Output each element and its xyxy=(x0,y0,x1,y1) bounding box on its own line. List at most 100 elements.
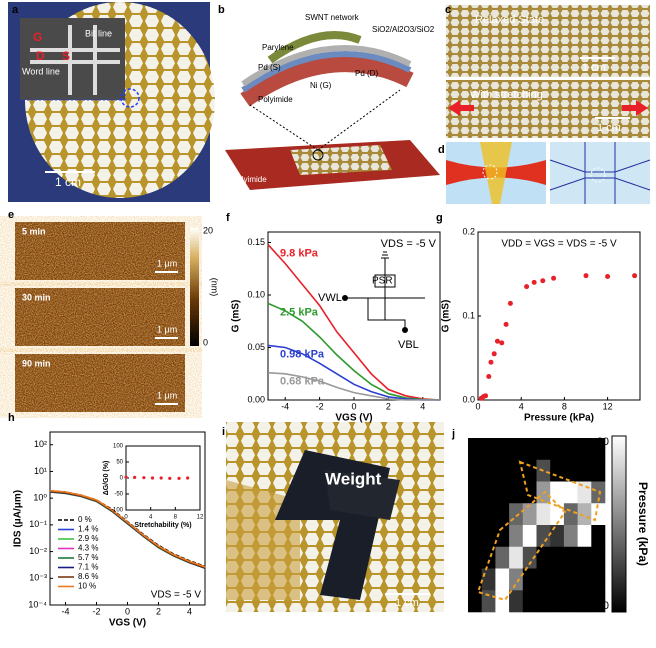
heatmap-cell xyxy=(591,438,606,461)
colorbar-label: Pressure (kPa) xyxy=(636,482,650,566)
heatmap-cell xyxy=(468,459,482,482)
x-tick-label: 0 xyxy=(124,515,128,521)
circuit-label: VWL xyxy=(318,292,342,304)
scale-label: 1 μm xyxy=(157,258,177,268)
heatmap-cell xyxy=(563,481,578,504)
heatmap-cell xyxy=(509,459,524,482)
label: D xyxy=(36,49,45,63)
label: Pd (S) xyxy=(258,63,281,72)
highlight xyxy=(590,167,606,183)
heatmap-cell xyxy=(495,481,510,504)
series-label: 9.8 kPa xyxy=(280,248,319,260)
heatmap-cell xyxy=(536,459,551,482)
y-axis-label: G (mS) xyxy=(441,300,452,333)
heatmap-cell xyxy=(509,590,524,613)
colorbar xyxy=(611,435,627,613)
label: Polyimide xyxy=(232,175,267,184)
panel-e: e 5 min 1 μm 30 min 1 μm 90 min 1 μm 20 … xyxy=(8,209,220,412)
zoom-line xyxy=(20,90,126,101)
circuit-label: PSR xyxy=(372,276,393,287)
legend-label: 10 % xyxy=(78,582,96,591)
x-tick-label: 12 xyxy=(197,515,204,521)
point xyxy=(491,351,497,357)
scale-label: 1 cm xyxy=(597,122,621,134)
x-tick-label: 0 xyxy=(125,606,130,616)
panel-label: f xyxy=(226,212,230,224)
y-tick-label: 0.2 xyxy=(462,226,475,236)
heatmap-cell xyxy=(481,546,496,569)
series-line xyxy=(267,371,440,401)
heatmap-cell xyxy=(536,546,551,569)
heatmap-cell xyxy=(536,568,551,591)
point xyxy=(186,476,190,480)
heatmap-cell xyxy=(550,590,565,613)
heatmap-cell xyxy=(495,568,510,591)
series-line xyxy=(267,244,441,401)
heatmap-cell xyxy=(591,590,606,613)
panel-label: i xyxy=(222,426,225,438)
heatmap-cell xyxy=(563,438,578,461)
x-tick-label: -2 xyxy=(92,606,100,616)
label: Weight xyxy=(325,469,382,488)
heatmap-cell xyxy=(577,459,592,482)
array xyxy=(290,145,392,175)
heatmap-cell xyxy=(522,546,537,569)
photo xyxy=(446,80,650,138)
legend-label: 7.1 % xyxy=(78,563,98,572)
heatmap-cell xyxy=(468,568,482,591)
circuit-label: VBL xyxy=(398,339,419,351)
label: SWNT network xyxy=(305,13,360,22)
heatmap-cell xyxy=(577,525,592,548)
heatmap-cell xyxy=(563,590,578,613)
x-tick-label: 2 xyxy=(156,606,161,616)
afm-texture xyxy=(15,354,185,412)
x-tick-label: -4 xyxy=(281,401,289,411)
x-axis-label: VGS (V) xyxy=(109,618,146,629)
label: Bit line xyxy=(85,28,112,38)
point xyxy=(540,278,546,284)
heatmap-cell xyxy=(495,525,510,548)
heatmap-cell xyxy=(495,590,510,613)
circuit-element xyxy=(374,274,396,288)
heatmap-cell xyxy=(522,525,537,548)
panel-label: j xyxy=(451,428,455,440)
point xyxy=(507,300,513,306)
heatmap-cell xyxy=(550,525,565,548)
heatmap-cell xyxy=(522,438,537,461)
label: Parylene xyxy=(262,43,294,52)
x-tick-label: 8 xyxy=(562,401,567,411)
y-tick-label: 0.10 xyxy=(247,289,265,299)
point xyxy=(142,476,146,480)
heatmap-cell xyxy=(522,503,537,526)
inset-photo xyxy=(20,18,125,100)
panel-label: a xyxy=(12,4,19,16)
y-axis-label: IDS (μA/μm) xyxy=(13,490,24,547)
heatmap-cell xyxy=(509,438,524,461)
outline xyxy=(476,460,602,602)
zoom-line xyxy=(249,89,401,151)
x-axis-label: VGS (V) xyxy=(335,413,372,424)
panel-d: d xyxy=(438,142,651,204)
label: Relaxed State xyxy=(475,14,544,26)
panel-label: g xyxy=(436,212,443,224)
label: SiO2/Al2O3/SiO2 xyxy=(372,25,435,34)
scale-label: 1 cm xyxy=(395,597,419,609)
legend-label: 5.7 % xyxy=(78,553,98,562)
heatmap-cell xyxy=(550,438,565,461)
y-tick-label: 10⁰ xyxy=(33,493,47,503)
plot-frame xyxy=(477,231,641,401)
heatmap-cell xyxy=(577,503,592,526)
panel-a: a G D S Bit line Word line 1 cm xyxy=(8,2,215,202)
heatmap-cell xyxy=(468,438,482,461)
heatmap-cell xyxy=(536,525,551,548)
panel-label: h xyxy=(8,412,15,424)
heatmap-cell xyxy=(509,481,524,504)
y-tick-label: 10⁻³ xyxy=(29,573,47,583)
scale-label: 1 μm xyxy=(157,390,177,400)
y-tick-label: 100 xyxy=(113,444,124,450)
heatmap-cell xyxy=(536,503,551,526)
heatmap-cell xyxy=(563,525,578,548)
y-tick-label: 0.1 xyxy=(462,310,475,320)
heatmap-cell xyxy=(577,568,592,591)
electrodes xyxy=(30,25,120,95)
